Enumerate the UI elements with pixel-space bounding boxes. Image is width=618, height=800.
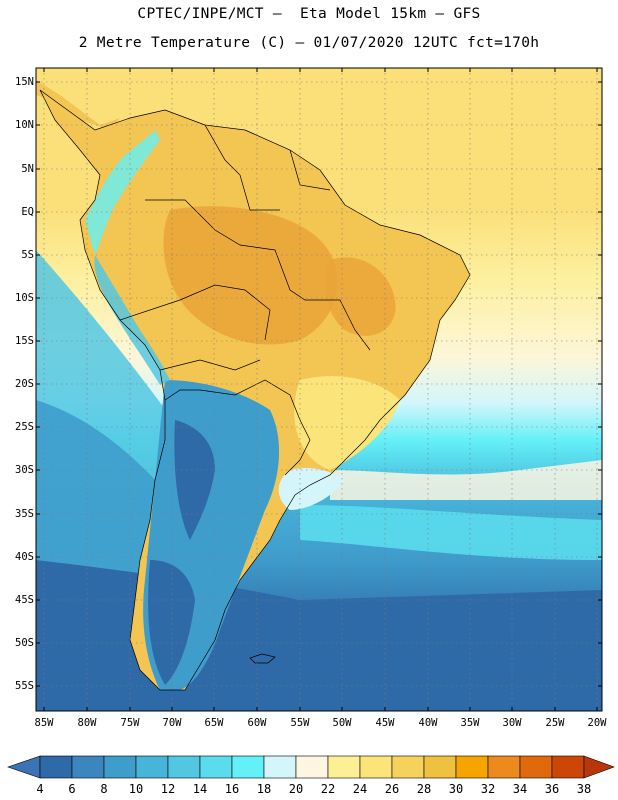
colorbar-label: 22 bbox=[320, 782, 336, 796]
lon-label: 75W bbox=[120, 717, 140, 729]
lon-label: 30W bbox=[502, 717, 522, 729]
lon-label: 60W bbox=[247, 717, 267, 729]
colorbar-label: 24 bbox=[352, 782, 368, 796]
colorbar-label: 38 bbox=[576, 782, 592, 796]
map-border bbox=[35, 67, 603, 712]
lon-label: 20W bbox=[587, 717, 607, 729]
colorbar-swatch bbox=[327, 755, 361, 779]
colorbar-label: 34 bbox=[512, 782, 528, 796]
lat-label: 15S bbox=[15, 335, 34, 347]
lat-label: 35S bbox=[15, 508, 34, 520]
lon-label: 70W bbox=[162, 717, 182, 729]
colorbar-swatch bbox=[551, 755, 585, 779]
colorbar-swatch bbox=[103, 755, 137, 779]
lat-label: 10N bbox=[15, 119, 34, 131]
colorbar-swatch bbox=[39, 755, 73, 779]
lat-label: 40S bbox=[15, 551, 34, 563]
graticule bbox=[36, 68, 602, 711]
colorbar-label: 16 bbox=[224, 782, 240, 796]
lat-label: 50S bbox=[15, 637, 34, 649]
colorbar-swatch bbox=[519, 755, 553, 779]
colorbar-label: 12 bbox=[160, 782, 176, 796]
lon-label: 85W bbox=[34, 717, 54, 729]
colorbar-label: 32 bbox=[480, 782, 496, 796]
lon-label: 35W bbox=[460, 717, 480, 729]
lon-label: 65W bbox=[204, 717, 224, 729]
colorbar bbox=[7, 755, 615, 779]
colorbar-swatch bbox=[231, 755, 265, 779]
colorbar-swatch bbox=[199, 755, 233, 779]
colorbar-swatch bbox=[263, 755, 297, 779]
chart-title: CPTEC/INPE/MCT – Eta Model 15km – GFS bbox=[137, 6, 481, 22]
colorbar-label: 4 bbox=[36, 782, 44, 796]
colorbar-label: 26 bbox=[384, 782, 400, 796]
colorbar-label: 14 bbox=[192, 782, 208, 796]
colorbar-arrow-right bbox=[583, 755, 615, 779]
colorbar-swatch bbox=[71, 755, 105, 779]
colorbar-swatch bbox=[391, 755, 425, 779]
colorbar-swatch bbox=[423, 755, 457, 779]
lon-label: 50W bbox=[332, 717, 352, 729]
lat-label: 5N bbox=[21, 163, 34, 175]
lat-label: 45S bbox=[15, 594, 34, 606]
lat-label: 20S bbox=[15, 378, 34, 390]
colorbar-swatch bbox=[135, 755, 169, 779]
lat-label: 5S bbox=[21, 249, 34, 261]
colorbar-swatch bbox=[295, 755, 329, 779]
colorbar-label: 36 bbox=[544, 782, 560, 796]
chart-subtitle: 2 Metre Temperature (C) – 01/07/2020 12U… bbox=[78, 35, 540, 51]
colorbar-arrow-left bbox=[7, 755, 41, 779]
colorbar-label: 8 bbox=[100, 782, 108, 796]
lat-label: 10S bbox=[15, 292, 34, 304]
colorbar-label: 20 bbox=[288, 782, 304, 796]
lat-label: 15N bbox=[15, 76, 34, 88]
colorbar-label: 18 bbox=[256, 782, 272, 796]
colorbar-label: 30 bbox=[448, 782, 464, 796]
colorbar-swatch bbox=[487, 755, 521, 779]
lon-label: 45W bbox=[375, 717, 395, 729]
south-america-landmass bbox=[40, 90, 470, 690]
lon-label: 55W bbox=[290, 717, 310, 729]
lat-label: 30S bbox=[15, 464, 34, 476]
lat-label: EQ bbox=[21, 206, 34, 218]
lat-label: 25S bbox=[15, 421, 34, 433]
colorbar-swatch bbox=[167, 755, 201, 779]
lon-label: 40W bbox=[418, 717, 438, 729]
colorbar-label: 28 bbox=[416, 782, 432, 796]
colorbar-swatch bbox=[455, 755, 489, 779]
lon-label: 25W bbox=[545, 717, 565, 729]
colorbar-label: 6 bbox=[68, 782, 76, 796]
lon-label: 80W bbox=[77, 717, 97, 729]
lat-label: 55S bbox=[15, 680, 34, 692]
colorbar-label: 10 bbox=[128, 782, 144, 796]
colorbar-swatch bbox=[359, 755, 393, 779]
